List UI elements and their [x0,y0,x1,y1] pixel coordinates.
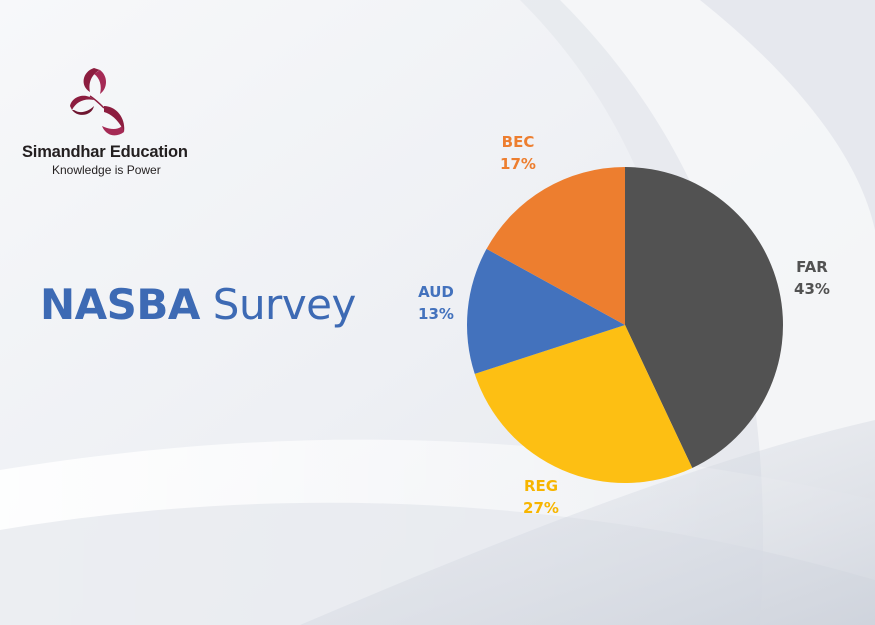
brand-name: Simandhar Education [22,143,188,161]
pie-slice-bec [486,167,625,325]
brand-tagline: Knowledge is Power [52,163,161,177]
slice-value-reg: 27% [523,499,559,517]
slice-label-far: FAR [796,258,828,276]
slice-label-bec: BEC [502,133,535,151]
slice-label-aud: AUD [418,283,454,301]
page-title: NASBA Survey [40,280,356,329]
slice-value-aud: 13% [418,305,454,323]
title-bold: NASBA [40,280,200,329]
pie-slice-far [625,167,783,468]
slice-value-bec: 17% [500,155,536,173]
slice-label-reg: REG [524,477,558,495]
pie-slice-aud [467,248,625,374]
leaf-swirl-icon [70,68,125,136]
slice-value-far: 43% [794,280,830,298]
pie-slice-reg [474,325,693,483]
brand-logo: Simandhar Education Knowledge is Power [22,66,222,186]
title-regular: Survey [212,280,357,329]
